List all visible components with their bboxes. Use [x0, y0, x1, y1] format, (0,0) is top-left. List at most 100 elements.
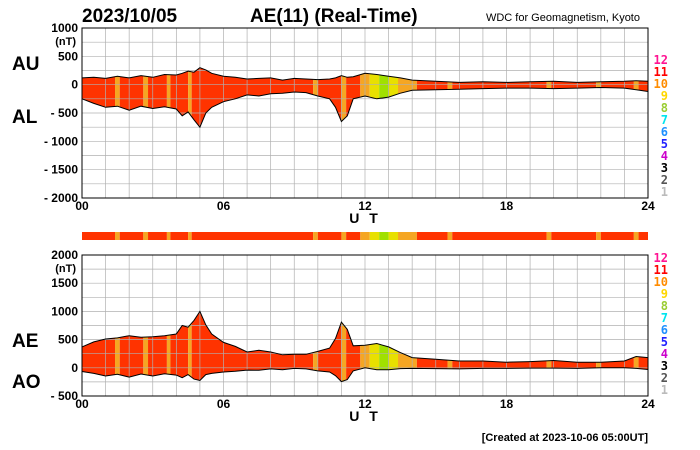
scale-label: 10 [654, 77, 668, 91]
source-label: WDC for Geomagnetism, Kyoto [486, 12, 640, 24]
color-bar-segment [82, 232, 116, 240]
scale-label: 2 [661, 371, 668, 385]
area-band [166, 311, 171, 382]
scale-label: 5 [661, 335, 668, 349]
area-band [341, 311, 347, 382]
y-axis-unit: (nT) [55, 263, 76, 275]
series-line-ae [81, 310, 649, 363]
scale-label: 1 [661, 185, 668, 199]
station-color-bar [82, 232, 648, 240]
plot-frame [81, 27, 649, 199]
scale-label: 4 [661, 149, 668, 163]
scale-label: 9 [661, 89, 668, 103]
color-bar-segment [416, 232, 448, 240]
series-label-al: AL [12, 107, 38, 128]
y-tick-label: 0 [71, 361, 78, 375]
y-tick-label: - 2000 [44, 191, 78, 205]
color-bar-segment [341, 232, 347, 240]
scale-label: 2 [661, 173, 668, 187]
color-bar-segment [388, 232, 399, 240]
scale-label: 7 [661, 113, 668, 127]
x-tick-label: 24 [641, 397, 655, 411]
date-label: 2023/10/05 [82, 6, 178, 27]
ae-ao-panel: 2000 1500 1000 500 0 - 500 (nT) 00 06 12 18 24 U T AE… [12, 248, 655, 424]
y-axis-unit: (nT) [55, 36, 76, 48]
area-band [369, 67, 380, 128]
scale-label: 1 [661, 383, 668, 397]
color-bar-segment [379, 232, 389, 240]
color-bar-segment [313, 232, 318, 240]
y-tick-label: 0 [71, 78, 78, 92]
area-band [115, 67, 120, 128]
series-label-au: AU [12, 54, 39, 75]
color-bar-segment [119, 232, 144, 240]
y-tick-label: - 500 [51, 389, 79, 403]
color-bar-segment [166, 232, 171, 240]
plot-frame [81, 254, 649, 397]
scale-label: 12 [654, 53, 668, 67]
area-band [166, 67, 171, 128]
area-band [143, 311, 149, 382]
color-bar-segment [600, 232, 634, 240]
scale-label: 3 [661, 359, 668, 373]
au-al-panel: 1000 500 0 - 500 - 1000 - 1500 - 2000 (nT) 00 06 1… [12, 21, 655, 226]
y-tick-label: 1000 [51, 21, 78, 35]
color-bar-segment [346, 232, 361, 240]
color-bar-segment [148, 232, 167, 240]
scale-label: 7 [661, 311, 668, 325]
color-bar-segment [191, 232, 314, 240]
x-tick-label: 18 [500, 199, 514, 213]
color-bar-segment [638, 232, 648, 240]
created-timestamp: [Created at 2023-10-06 05:00UT] [482, 432, 649, 444]
color-bar-segment [317, 232, 342, 240]
scale-label: 9 [661, 287, 668, 301]
color-bar-segment [369, 232, 380, 240]
scale-label: 6 [661, 125, 668, 139]
area-band [188, 311, 192, 382]
chart-title: AE(11) (Real-Time) [250, 6, 418, 27]
scale-label: 4 [661, 347, 668, 361]
area-band [115, 311, 120, 382]
area-band [379, 311, 389, 382]
scale-label: 5 [661, 137, 668, 151]
x-tick-label: 24 [641, 199, 655, 213]
y-tick-label: - 1000 [44, 134, 78, 148]
color-bar-segment [546, 232, 552, 240]
y-tick-label: 2000 [51, 248, 78, 262]
color-bar-segment [551, 232, 597, 240]
x-axis-label: U T [349, 210, 381, 226]
color-bar-segment [360, 232, 370, 240]
grid [81, 27, 649, 199]
scale-label: 8 [661, 299, 668, 313]
x-tick-label: 06 [217, 199, 231, 213]
x-tick-label: 06 [217, 397, 231, 411]
scale-label: 12 [654, 251, 668, 265]
x-tick-label: 12 [358, 397, 372, 411]
scale-label: 10 [654, 275, 668, 289]
x-tick-label: 00 [75, 199, 89, 213]
area-band [341, 67, 347, 128]
color-bar-segment [452, 232, 547, 240]
y-tick-label: 500 [58, 49, 78, 63]
area-band [188, 67, 192, 128]
y-tick-label: 1500 [51, 276, 78, 290]
series-line-ao [81, 367, 649, 383]
color-bar-segment [633, 232, 639, 240]
color-bar-segment [170, 232, 189, 240]
color-bar-segment [398, 232, 417, 240]
area-band [143, 67, 149, 128]
scale-label: 6 [661, 323, 668, 337]
area-band [369, 311, 380, 382]
y-tick-label: - 500 [51, 106, 79, 120]
x-tick-label: 00 [75, 397, 89, 411]
color-bar-segment [143, 232, 149, 240]
y-tick-label: - 1500 [44, 163, 78, 177]
series-line-al [81, 86, 649, 129]
scale-label: 8 [661, 101, 668, 115]
x-axis-label: U T [349, 408, 381, 424]
grid [81, 254, 649, 397]
y-tick-label: 500 [58, 333, 78, 347]
color-bar-segment [596, 232, 601, 240]
